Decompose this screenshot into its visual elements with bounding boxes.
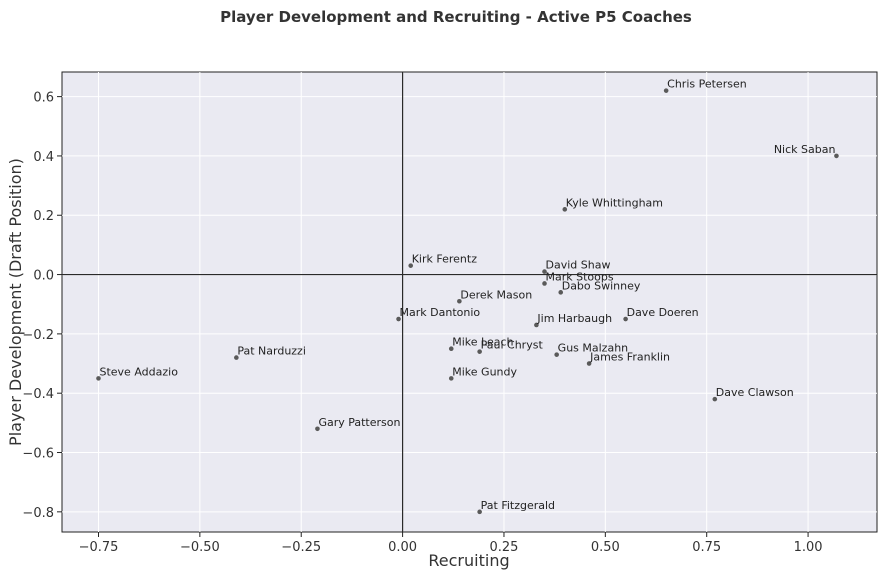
point-label: Gary Patterson — [318, 416, 400, 429]
point-label: Nick Saban — [774, 143, 836, 156]
x-tick-label: 0.25 — [489, 540, 518, 555]
point-label: Mark Dantonio — [400, 306, 481, 319]
data-point — [542, 281, 547, 286]
x-tick-label: −0.25 — [281, 540, 321, 555]
point-label: Jim Harbaugh — [536, 312, 612, 325]
point-label: Mike Gundy — [452, 365, 517, 378]
data-point — [558, 290, 564, 295]
point-label: Dabo Swinney — [562, 279, 641, 292]
point-label: Mark Stoops — [546, 270, 614, 283]
x-tick-label: 0.75 — [692, 540, 721, 555]
x-tick-label: 0.50 — [591, 540, 620, 555]
x-tick-label: 0.00 — [388, 540, 417, 555]
data-point — [534, 322, 539, 328]
y-tick-label: −0.2 — [22, 328, 54, 343]
point-label: Dave Doeren — [627, 306, 699, 319]
point-label: Paul Chryst — [481, 339, 544, 352]
data-point — [623, 316, 628, 322]
y-axis-label: Player Development (Draft Position) — [6, 158, 25, 446]
point-label: Mike Leach — [452, 336, 513, 349]
reference-lines — [62, 72, 877, 532]
data-point — [834, 153, 839, 159]
data-point — [234, 355, 239, 360]
y-tick-label: 0.6 — [33, 91, 54, 106]
point-label: Dave Clawson — [716, 386, 794, 399]
x-tick-label: −0.50 — [180, 540, 220, 555]
data-point — [448, 346, 454, 352]
plot-area — [61, 71, 878, 533]
point-label: David Shaw — [546, 259, 611, 272]
point-label: Derek Mason — [460, 288, 532, 301]
data-point — [562, 207, 568, 212]
data-point — [457, 298, 462, 304]
point-label: Pat Narduzzi — [237, 345, 306, 358]
y-tick-label: −0.6 — [22, 447, 54, 462]
x-tick-label: −0.75 — [79, 540, 119, 555]
chart-title: Player Development and Recruiting - Acti… — [220, 8, 692, 26]
y-tick-label: −0.4 — [22, 387, 54, 402]
axis-ticks: −0.75 −0.50 −0.25 0.00 0.25 0.50 0.75 1.00 −0.8 −… — [22, 91, 822, 555]
data-point — [712, 396, 718, 402]
data-point — [477, 349, 482, 354]
data-point — [542, 269, 547, 274]
x-axis-label: Recruiting — [428, 551, 509, 570]
data-point — [586, 361, 592, 366]
x-tick-label: 1.00 — [794, 540, 823, 555]
data-point — [663, 88, 669, 93]
data-point — [448, 376, 454, 381]
y-tick-label: −0.8 — [22, 506, 54, 521]
data-point — [396, 316, 401, 322]
data-point — [315, 426, 320, 432]
y-tick-label: 0.2 — [33, 209, 54, 224]
point-label: Kirk Ferentz — [412, 253, 477, 266]
point-label: Gus Malzahn — [558, 342, 628, 355]
point-label: Chris Petersen — [667, 78, 747, 91]
data-points: Chris Petersen Nick Saban Kyle Whittingham… — [96, 78, 839, 515]
point-label: Kyle Whittingham — [566, 196, 663, 209]
data-point — [408, 263, 414, 268]
data-point — [554, 352, 559, 357]
y-tick-label: 0.4 — [33, 150, 54, 165]
data-point — [96, 376, 101, 381]
y-tick-label: 0.0 — [33, 269, 54, 284]
point-label: Pat Fitzgerald — [481, 499, 555, 512]
point-label: James Franklin — [589, 351, 670, 364]
data-point — [477, 509, 482, 515]
point-label: Steve Addazio — [99, 365, 178, 378]
